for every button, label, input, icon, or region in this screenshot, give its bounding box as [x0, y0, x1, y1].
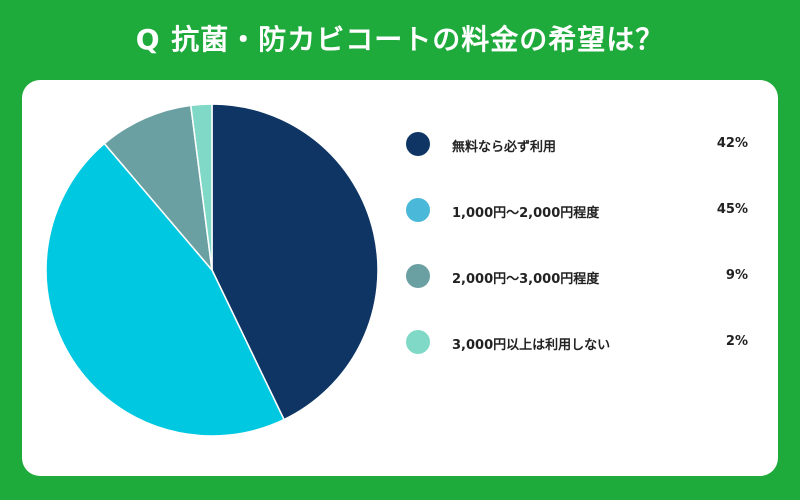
legend-swatch-2 [406, 264, 430, 288]
legend-label-3: 3,000円以上は利用しない [452, 338, 611, 353]
legend-value-0: 42% [716, 136, 748, 151]
legend-item-2: 2,000円〜3,000円程度 9% [406, 258, 756, 324]
legend-item-1: 1,000円〜2,000円程度 45% [406, 192, 756, 258]
legend-item-0: 無料なら必ず利用 42% [406, 126, 756, 192]
legend-swatch-1 [406, 198, 430, 222]
legend-label-0: 無料なら必ず利用 [452, 140, 557, 155]
pie-slice-2 [103, 104, 214, 273]
legend: 無料なら必ず利用 42% 1,000円〜2,000円程度 45% 2,000円〜… [406, 126, 756, 390]
chart-card: 無料なら必ず利用 42% 1,000円〜2,000円程度 45% 2,000円〜… [22, 80, 778, 476]
legend-value-3: 2% [725, 334, 748, 349]
legend-value-1: 45% [716, 202, 748, 217]
pie-chart [45, 103, 379, 437]
legend-label-2: 2,000円〜3,000円程度 [452, 272, 600, 287]
legend-label-1: 1,000円〜2,000円程度 [452, 206, 600, 221]
pie-slice-1 [45, 142, 286, 437]
legend-item-3: 3,000円以上は利用しない 2% [406, 324, 756, 390]
pie-slice-3 [189, 103, 213, 271]
legend-value-2: 9% [725, 268, 748, 283]
legend-swatch-0 [406, 132, 430, 156]
pie-slice-0 [211, 103, 379, 421]
legend-swatch-3 [406, 330, 430, 354]
page-title: Q 抗菌・防カビコートの料金の希望は？ [135, 23, 665, 56]
